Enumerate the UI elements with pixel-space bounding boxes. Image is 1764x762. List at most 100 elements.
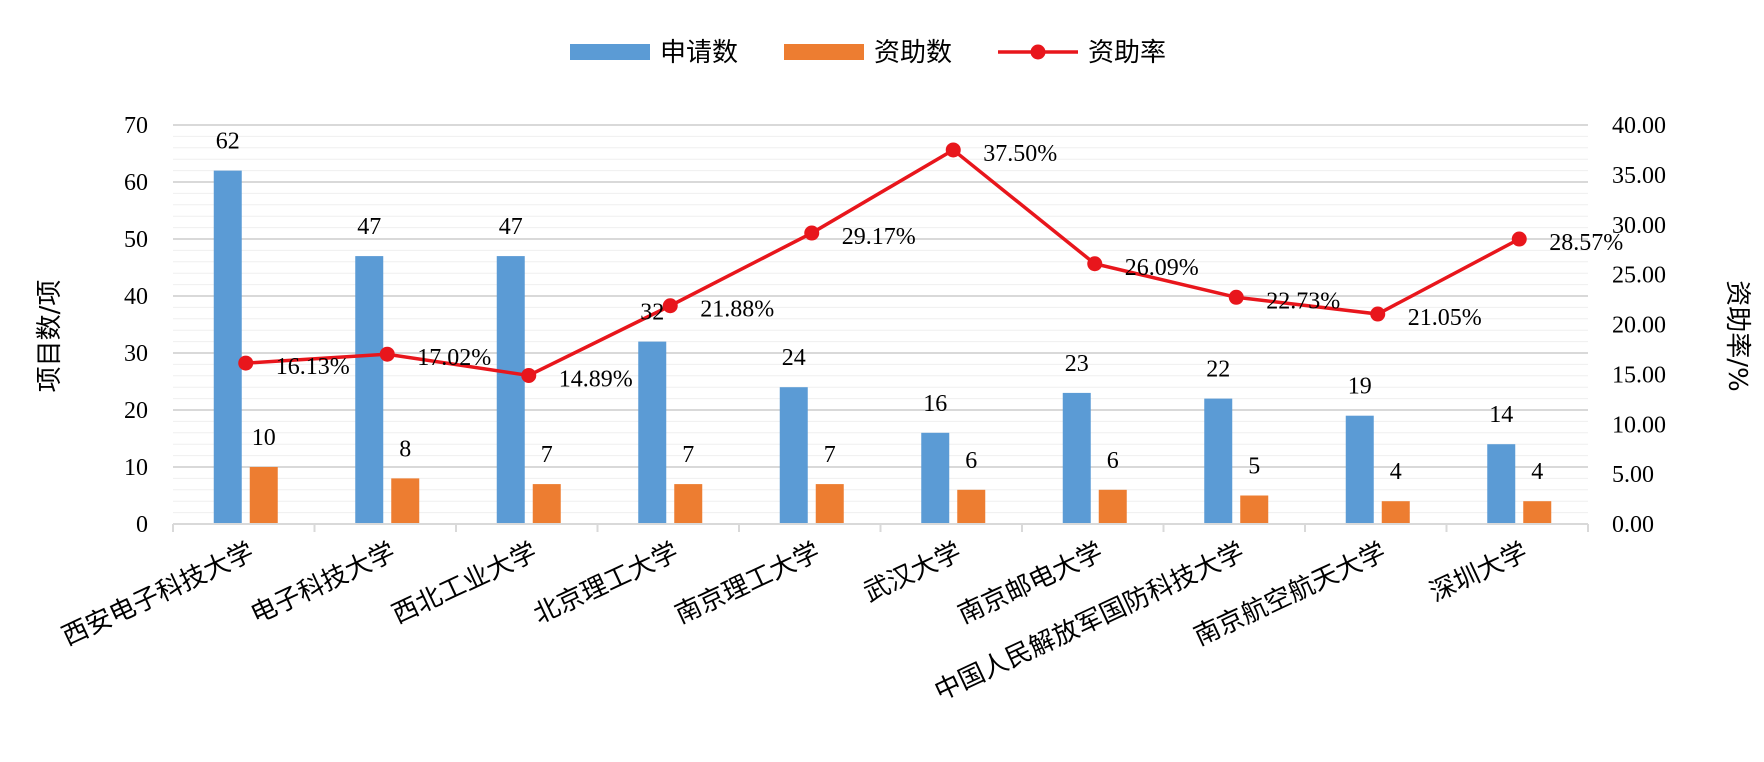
legend-label: 资助率 bbox=[1088, 38, 1166, 68]
rate-value-label: 14.89% bbox=[559, 366, 633, 392]
left-axis-ticks: 0 10 20 30 40 50 60 70 bbox=[124, 113, 148, 538]
y-tick-label: 10 bbox=[124, 455, 148, 481]
bar-value-label: 7 bbox=[682, 442, 694, 468]
rate-point bbox=[1511, 231, 1527, 247]
bar-funded bbox=[815, 484, 844, 524]
legend-label: 申请数 bbox=[660, 38, 738, 68]
category-label: 西安电子科技大学 bbox=[58, 537, 259, 652]
bar-funded bbox=[1240, 495, 1269, 524]
category-label: 南京理工大学 bbox=[671, 537, 825, 630]
bar-applications bbox=[1204, 398, 1233, 524]
rate-value-label: 28.57% bbox=[1549, 230, 1623, 256]
bar-funded bbox=[957, 489, 986, 524]
y-tick-label: 20 bbox=[124, 398, 148, 424]
y-axis-title: 项目数/项 bbox=[35, 280, 65, 393]
rate-value-label: 17.02% bbox=[417, 345, 491, 371]
y2-tick-label: 25.00 bbox=[1612, 263, 1666, 289]
rate-point bbox=[1087, 256, 1103, 272]
rate-point bbox=[662, 298, 678, 314]
y2-tick-label: 30.00 bbox=[1612, 213, 1666, 239]
rate-value-label: 22.73% bbox=[1266, 288, 1340, 314]
rate-value-label: 26.09% bbox=[1125, 255, 1199, 281]
rate-point bbox=[238, 355, 254, 371]
bar-applications bbox=[1487, 444, 1516, 524]
bar-funded bbox=[391, 478, 420, 524]
rate-point bbox=[379, 346, 395, 362]
rate-line bbox=[238, 142, 1527, 383]
bar-value-label: 6 bbox=[1107, 448, 1119, 474]
bar-value-label: 14 bbox=[1489, 402, 1513, 428]
bar-value-label: 22 bbox=[1206, 357, 1230, 383]
y-tick-label: 60 bbox=[124, 170, 148, 196]
y2-tick-label: 15.00 bbox=[1612, 362, 1666, 388]
bar-value-label: 7 bbox=[541, 442, 553, 468]
rate-value-label: 16.13% bbox=[276, 354, 350, 380]
bar-applications bbox=[1345, 415, 1374, 524]
bar-value-label: 8 bbox=[399, 436, 411, 462]
bar-funded bbox=[532, 484, 561, 524]
rate-value-label: 21.05% bbox=[1408, 305, 1482, 331]
y2-tick-label: 20.00 bbox=[1612, 313, 1666, 339]
legend: 申请数 资助数 资助率 bbox=[570, 38, 1166, 68]
y-tick-label: 40 bbox=[124, 284, 148, 310]
y2-tick-label: 35.00 bbox=[1612, 163, 1666, 189]
y2-tick-label: 40.00 bbox=[1612, 113, 1666, 139]
bar-applications bbox=[213, 170, 242, 524]
right-axis-ticks: 0.00 5.00 10.00 15.00 20.00 25.00 30.00 35.00 40… bbox=[1612, 113, 1666, 538]
category-label: 武汉大学 bbox=[859, 537, 966, 608]
rate-point bbox=[804, 225, 820, 241]
bar-applications bbox=[638, 341, 667, 524]
gridlines bbox=[173, 124, 1588, 514]
category-label: 深圳大学 bbox=[1425, 537, 1532, 608]
bar-value-label: 16 bbox=[923, 391, 947, 417]
rate-polyline bbox=[245, 147, 1521, 378]
legend-marker bbox=[1030, 44, 1046, 60]
legend-swatch bbox=[570, 44, 650, 60]
category-label: 西北工业大学 bbox=[388, 537, 542, 630]
category-label: 电子科技大学 bbox=[246, 537, 400, 630]
data-labels: 62 47 47 32 24 16 23 22 19 14 10 8 7 7 7 6 6 5 4 4 16.13% 17.… bbox=[216, 129, 1624, 486]
bar-value-label: 4 bbox=[1531, 459, 1543, 485]
bar-value-label: 24 bbox=[782, 345, 806, 371]
rate-value-label: 37.50% bbox=[983, 141, 1057, 167]
rate-value-label: 21.88% bbox=[700, 297, 774, 323]
y-tick-label: 70 bbox=[124, 113, 148, 139]
bar-value-label: 7 bbox=[824, 442, 836, 468]
legend-swatch bbox=[784, 44, 864, 60]
bar-value-label: 10 bbox=[252, 425, 276, 451]
bar-funded bbox=[1381, 501, 1410, 524]
bar-applications bbox=[921, 432, 950, 524]
rate-point bbox=[1228, 289, 1244, 305]
bar-funded bbox=[1098, 489, 1127, 524]
y2-axis-title: 资助率/% bbox=[1722, 280, 1752, 391]
y2-tick-label: 10.00 bbox=[1612, 412, 1666, 438]
bar-value-label: 5 bbox=[1248, 454, 1260, 480]
bar-value-label: 4 bbox=[1390, 459, 1402, 485]
rate-point bbox=[945, 142, 961, 158]
y2-tick-label: 0.00 bbox=[1612, 512, 1654, 538]
bar-funded bbox=[1523, 501, 1552, 524]
bar-funded bbox=[249, 467, 278, 524]
bar-value-label: 6 bbox=[965, 448, 977, 474]
bar-value-label: 23 bbox=[1065, 351, 1089, 377]
rate-point bbox=[521, 367, 537, 383]
y2-tick-label: 5.00 bbox=[1612, 462, 1654, 488]
y-tick-label: 50 bbox=[124, 227, 148, 253]
bar-applications bbox=[355, 256, 384, 524]
bar-funded bbox=[674, 484, 703, 524]
bar-applications bbox=[496, 256, 525, 524]
rate-value-label: 29.17% bbox=[842, 224, 916, 250]
rate-point bbox=[1370, 306, 1386, 322]
legend-label: 资助数 bbox=[874, 38, 952, 68]
y-tick-label: 0 bbox=[136, 512, 148, 538]
bar-value-label: 47 bbox=[499, 214, 523, 240]
bar-value-label: 62 bbox=[216, 129, 240, 155]
y-tick-label: 30 bbox=[124, 341, 148, 367]
x-axis bbox=[172, 523, 1589, 532]
bar-applications bbox=[779, 387, 808, 524]
bar-value-label: 19 bbox=[1348, 374, 1372, 400]
bar-value-label: 47 bbox=[357, 214, 381, 240]
category-label: 北京理工大学 bbox=[529, 537, 683, 630]
